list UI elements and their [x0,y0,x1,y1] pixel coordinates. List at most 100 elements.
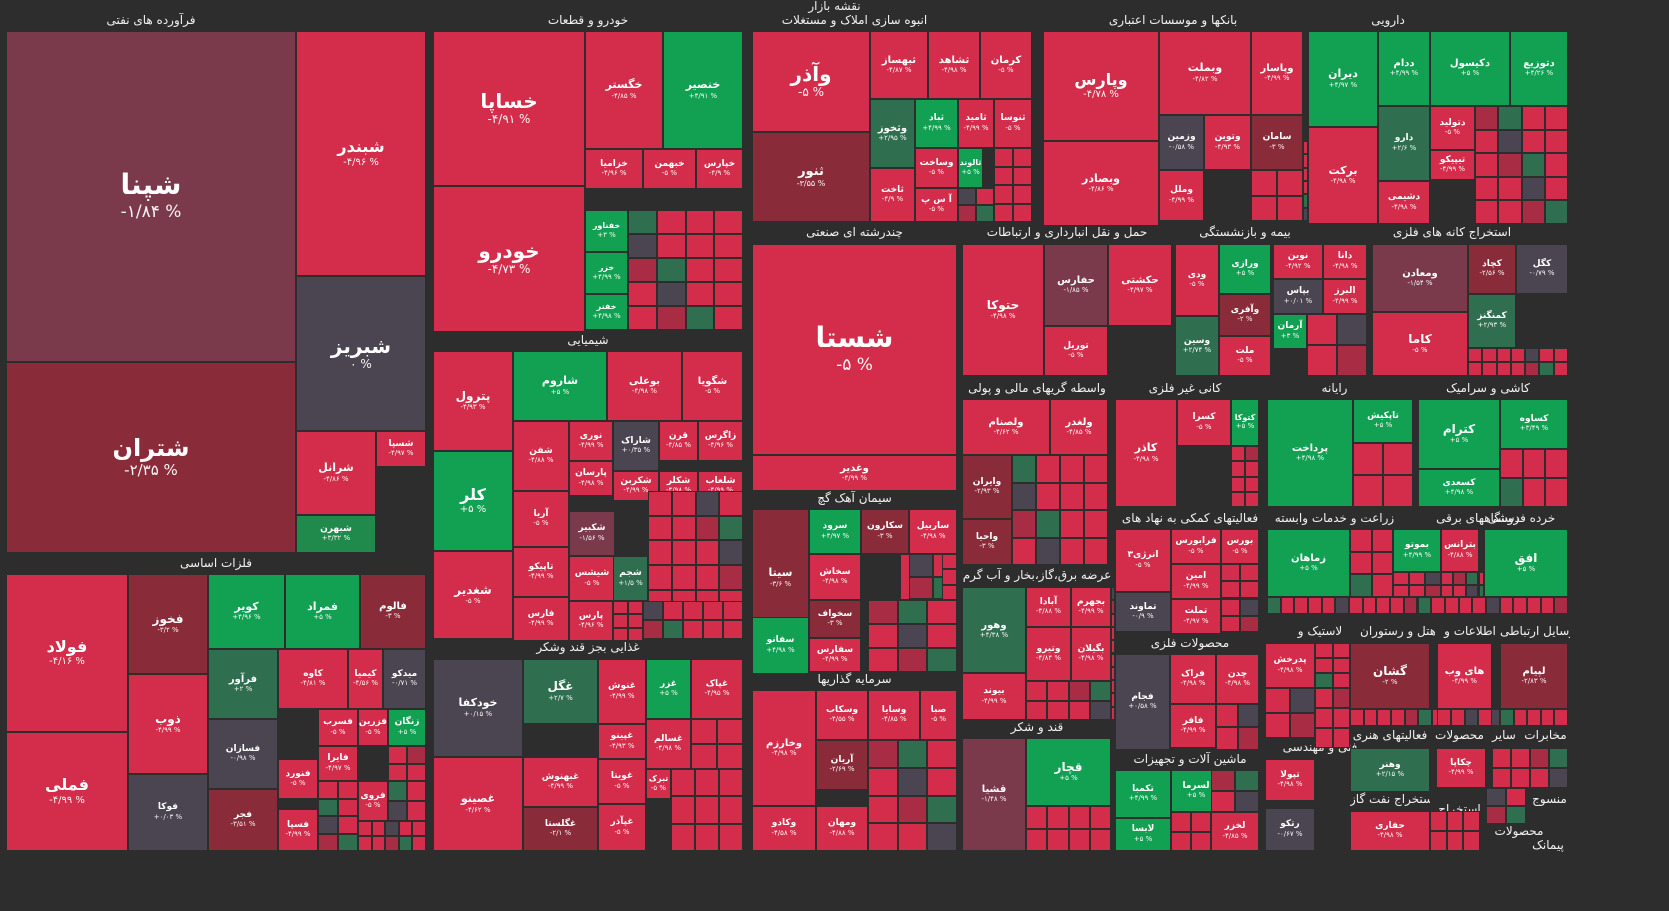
stock-tile[interactable]: پدرخش -۴/۹۸ % [1265,643,1315,688]
stock-tile[interactable]: تاپکیش +۵ % [1353,399,1413,443]
stock-tile[interactable]: بیوند -۴/۹۹ % [962,673,1026,720]
stock-tile-small[interactable] [1013,203,1032,222]
stock-tile[interactable]: خبهمن -۵ % [643,149,696,189]
stock-tile[interactable]: قرن -۴/۸۵ % [659,421,698,461]
stock-tile-small[interactable] [1111,653,1115,667]
stock-tile[interactable]: کلر +۵ % [433,451,513,551]
stock-tile[interactable]: خودرو -۴/۷۳ % [433,186,585,332]
stock-tile[interactable]: فایرا -۴/۹۷ % [318,746,358,781]
stock-tile[interactable]: سکارون -۳ % [861,509,909,554]
stock-tile-small[interactable] [1437,709,1451,726]
stock-tile[interactable]: فنورد -۵ % [278,759,318,799]
stock-tile[interactable]: شتران -۲/۳۵ % [6,362,296,553]
stock-tile-small[interactable] [868,648,898,672]
stock-tile-small[interactable] [897,600,928,624]
stock-tile-small[interactable] [909,554,933,577]
stock-tile[interactable]: وسین +۲/۷۴ % [1175,316,1219,376]
stock-tile[interactable]: شاراک +۰/۳۵ % [613,421,659,471]
stock-tile-small[interactable] [1277,195,1303,221]
stock-tile[interactable]: بترانس -۴/۸۸ % [1441,529,1479,572]
stock-tile[interactable]: ثشاهد -۴/۹۸ % [928,31,980,99]
stock-tile[interactable]: لابسا +۵ % [1115,818,1171,851]
stock-tile[interactable]: شاروم +۵ % [513,351,607,421]
stock-tile-small[interactable] [1308,597,1322,614]
stock-tile-small[interactable] [1036,537,1060,565]
stock-tile-small[interactable] [671,565,696,590]
stock-tile-small[interactable] [1498,153,1522,177]
stock-tile-small[interactable] [1510,348,1526,362]
stock-tile-small[interactable] [371,821,386,836]
stock-tile[interactable]: آریان -۲/۶۹ % [816,740,868,790]
stock-tile-small[interactable] [1089,828,1111,851]
stock-tile-small[interactable] [671,491,696,516]
stock-tile-small[interactable] [1221,615,1240,632]
stock-tile[interactable]: وملل -۴/۹۹ % [1159,170,1204,221]
stock-tile-small[interactable] [1530,768,1549,788]
stock-tile[interactable]: پترول -۴/۹۳ % [433,351,513,451]
stock-tile[interactable]: ددام +۴/۹۹ % [1378,31,1430,106]
stock-tile-small[interactable] [1553,348,1568,362]
stock-tile[interactable]: پرداخت +۴/۹۸ % [1267,399,1353,507]
stock-tile[interactable]: فجام +۰/۵۸ % [1115,654,1170,750]
stock-tile-small[interactable] [1240,581,1259,598]
stock-tile[interactable]: لخزر -۴/۸۵ % [1211,812,1259,851]
stock-tile[interactable]: رتکو -۰/۶۷ % [1265,808,1315,851]
stock-tile-small[interactable] [1506,806,1526,824]
stock-tile-small[interactable] [723,601,743,620]
stock-tile-small[interactable] [1245,491,1259,507]
stock-tile[interactable]: نوین -۴/۹۲ % [1273,244,1323,279]
stock-tile-small[interactable] [1371,574,1393,597]
stock-tile-small[interactable] [1111,600,1115,614]
stock-tile-small[interactable] [927,740,957,768]
stock-tile-small[interactable] [1211,770,1235,791]
stock-tile-small[interactable] [1332,728,1350,748]
stock-tile-small[interactable] [868,767,898,796]
stock-tile-small[interactable] [927,600,957,624]
stock-tile-small[interactable] [1047,700,1069,720]
stock-tile-small[interactable] [1240,564,1259,581]
stock-tile-small[interactable] [1068,681,1090,701]
stock-tile[interactable]: فروی -۵ % [358,781,388,821]
stock-tile-small[interactable] [385,821,399,836]
stock-tile-small[interactable] [1500,709,1514,726]
stock-tile-small[interactable] [656,282,686,306]
stock-tile[interactable]: ثامید -۴/۹۹ % [958,99,994,148]
stock-tile-small[interactable] [1431,597,1445,614]
stock-tile-small[interactable] [927,795,957,824]
stock-tile[interactable]: کرمان -۵ % [980,31,1032,99]
stock-tile-small[interactable] [1500,449,1523,478]
stock-tile[interactable]: ملت -۵ % [1219,336,1271,376]
stock-tile[interactable]: ثاخت -۴/۹ % [870,168,915,222]
stock-tile-small[interactable] [407,781,426,801]
stock-tile-small[interactable] [1111,613,1115,627]
stock-tile-small[interactable] [1315,658,1333,673]
stock-tile-small[interactable] [1376,597,1391,614]
stock-tile-small[interactable] [1332,688,1350,708]
stock-tile[interactable]: شستا -۵ % [752,244,957,455]
stock-tile-small[interactable] [719,491,743,516]
stock-tile-small[interactable] [1463,811,1480,831]
stock-tile-small[interactable] [1544,200,1568,224]
stock-tile[interactable]: ثباد +۴/۹۹ % [915,99,958,148]
stock-tile-small[interactable] [1267,597,1281,614]
stock-tile[interactable]: پارسان -۴/۹۸ % [569,461,613,496]
stock-tile[interactable]: وبصادر -۴/۸۶ % [1043,141,1159,226]
stock-tile-small[interactable] [1084,510,1108,538]
stock-tile-small[interactable] [1012,482,1036,510]
stock-tile-small[interactable] [1526,597,1541,614]
stock-tile[interactable]: وبملت -۴/۸۲ % [1159,31,1251,115]
stock-tile[interactable]: ولغدر -۴/۸۵ % [1050,399,1108,455]
stock-tile-small[interactable] [1430,831,1447,851]
stock-tile-small[interactable] [1303,181,1308,195]
stock-tile-small[interactable] [719,769,743,797]
stock-tile-small[interactable] [398,821,413,836]
stock-tile-small[interactable] [663,620,683,639]
stock-tile-small[interactable] [685,282,715,306]
stock-tile-small[interactable] [1084,455,1108,483]
stock-tile-small[interactable] [648,540,672,565]
stock-tile[interactable]: غزر +۵ % [646,659,691,719]
stock-tile-small[interactable] [1478,709,1492,726]
stock-tile-small[interactable] [1211,791,1235,812]
stock-tile-small[interactable] [1544,153,1568,177]
stock-tile-small[interactable] [942,584,957,600]
